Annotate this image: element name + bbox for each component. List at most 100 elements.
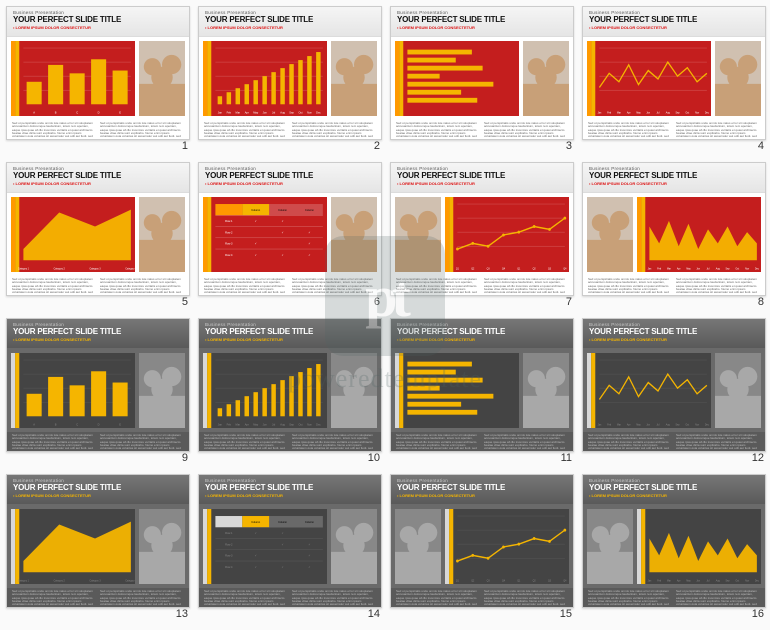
- slide-footer: Sed ut perspiciatis unde omnis iste natu…: [391, 432, 573, 451]
- svg-text:Sep: Sep: [726, 267, 731, 270]
- svg-text:Sep: Sep: [676, 423, 681, 426]
- svg-text:Feb: Feb: [657, 579, 662, 582]
- slide-thumbnail[interactable]: Business Presentation YOUR PERFECT SLIDE…: [198, 318, 382, 452]
- slide-header: Business Presentation YOUR PERFECT SLIDE…: [583, 475, 765, 505]
- slide-thumbnail[interactable]: Business Presentation YOUR PERFECT SLIDE…: [6, 318, 190, 452]
- slide-header: Business Presentation YOUR PERFECT SLIDE…: [7, 319, 189, 349]
- stock-photo: [523, 353, 569, 428]
- svg-text:Oct: Oct: [736, 267, 740, 270]
- slide-cell[interactable]: Business Presentation YOUR PERFECT SLIDE…: [198, 474, 382, 622]
- footer-col-1: Sed ut perspiciatis unde omnis iste natu…: [588, 434, 672, 449]
- slide-body: JanFebMarAprMayJunJulAugSepOctNovDec: [199, 37, 381, 120]
- svg-text:Apr: Apr: [245, 110, 249, 114]
- footer-col-1: Sed ut perspiciatis unde omnis iste natu…: [12, 278, 96, 293]
- slide-cell[interactable]: Business Presentation YOUR PERFECT SLIDE…: [390, 162, 574, 310]
- slide-body: Category 1Category 2Category 3Category 4: [7, 193, 189, 276]
- slide-cell[interactable]: Business Presentation YOUR PERFECT SLIDE…: [198, 162, 382, 310]
- slide-thumbnail[interactable]: Business Presentation YOUR PERFECT SLIDE…: [198, 6, 382, 140]
- stock-photo: [331, 353, 377, 428]
- slide-thumbnail[interactable]: Business Presentation YOUR PERFECT SLIDE…: [582, 318, 766, 452]
- slide-cell[interactable]: Business Presentation YOUR PERFECT SLIDE…: [390, 318, 574, 466]
- svg-text:Row 2: Row 2: [225, 542, 233, 546]
- slide-title: YOUR PERFECT SLIDE TITLE: [589, 328, 759, 336]
- slide-thumbnail[interactable]: Business Presentation YOUR PERFECT SLIDE…: [6, 162, 190, 296]
- slide-cell[interactable]: Business Presentation YOUR PERFECT SLIDE…: [582, 6, 766, 154]
- svg-text:Row 2: Row 2: [225, 230, 233, 234]
- svg-text:✓: ✓: [308, 554, 310, 557]
- slide-number: 6: [198, 296, 382, 310]
- slide-body: JanFebMarAprMayJunJulAugSepOctNovDec: [199, 349, 381, 432]
- slide-subtitle: • LOREM IPSUM DOLOR CONSECTETUR: [205, 493, 375, 498]
- slide-number: 16: [582, 608, 766, 622]
- svg-text:Feb: Feb: [607, 111, 612, 114]
- slide-footer: Sed ut perspiciatis unde omnis iste natu…: [583, 588, 765, 607]
- slide-subtitle: • LOREM IPSUM DOLOR CONSECTETUR: [589, 493, 759, 498]
- slide-footer: Sed ut perspiciatis unde omnis iste natu…: [583, 120, 765, 139]
- slide-cell[interactable]: Business Presentation YOUR PERFECT SLIDE…: [6, 162, 190, 310]
- slide-thumbnail[interactable]: Business Presentation YOUR PERFECT SLIDE…: [6, 474, 190, 608]
- slide-thumbnail[interactable]: Business Presentation YOUR PERFECT SLIDE…: [390, 318, 574, 452]
- slide-cell[interactable]: Business Presentation YOUR PERFECT SLIDE…: [6, 474, 190, 622]
- slide-body: ABCDE: [7, 349, 189, 432]
- slide-thumbnail[interactable]: Business Presentation YOUR PERFECT SLIDE…: [198, 474, 382, 608]
- slide-thumbnail[interactable]: Business Presentation YOUR PERFECT SLIDE…: [582, 474, 766, 608]
- slide-thumbnail[interactable]: Business Presentation YOUR PERFECT SLIDE…: [198, 162, 382, 296]
- chart-table: ColumnColumnColumnRow 1✓✓Row 2✓✓Row 3✓✓R…: [203, 197, 327, 272]
- footer-col-1: Sed ut perspiciatis unde omnis iste natu…: [396, 590, 480, 605]
- slide-header: Business Presentation YOUR PERFECT SLIDE…: [583, 163, 765, 193]
- stock-photo: [139, 197, 185, 272]
- svg-text:Jun: Jun: [263, 110, 268, 114]
- svg-text:Category 3: Category 3: [89, 579, 101, 582]
- footer-col-1: Sed ut perspiciatis unde omnis iste natu…: [396, 434, 480, 449]
- slide-header: Business Presentation YOUR PERFECT SLIDE…: [199, 475, 381, 505]
- slide-cell[interactable]: Business Presentation YOUR PERFECT SLIDE…: [582, 474, 766, 622]
- slide-cell[interactable]: Business Presentation YOUR PERFECT SLIDE…: [6, 318, 190, 466]
- slide-cell[interactable]: Business Presentation YOUR PERFECT SLIDE…: [390, 6, 574, 154]
- slide-body: Q1Q2Q3Q4Q1Q2Q3Q4: [391, 193, 573, 276]
- slide-cell[interactable]: Business Presentation YOUR PERFECT SLIDE…: [6, 6, 190, 154]
- svg-text:✓: ✓: [255, 554, 257, 557]
- svg-text:✓: ✓: [308, 242, 310, 245]
- slide-cell[interactable]: Business Presentation YOUR PERFECT SLIDE…: [198, 318, 382, 466]
- slide-subtitle: • LOREM IPSUM DOLOR CONSECTETUR: [205, 25, 375, 30]
- svg-text:C: C: [76, 422, 78, 426]
- slide-body: ColumnColumnColumnRow 1✓✓Row 2✓✓Row 3✓✓R…: [199, 505, 381, 588]
- footer-col-2: Sed ut perspiciatis unde omnis iste natu…: [484, 434, 568, 449]
- slide-thumbnail[interactable]: Business Presentation YOUR PERFECT SLIDE…: [390, 6, 574, 140]
- svg-text:Aug: Aug: [716, 579, 721, 582]
- svg-text:B: B: [55, 110, 57, 114]
- slide-thumbnail[interactable]: Business Presentation YOUR PERFECT SLIDE…: [390, 162, 574, 296]
- svg-text:Category 2: Category 2: [54, 267, 66, 270]
- svg-text:✓: ✓: [281, 543, 283, 546]
- svg-text:Jul: Jul: [657, 423, 660, 426]
- slide-cell[interactable]: Business Presentation YOUR PERFECT SLIDE…: [198, 6, 382, 154]
- svg-text:Jan: Jan: [648, 267, 652, 270]
- slide-thumbnail[interactable]: Business Presentation YOUR PERFECT SLIDE…: [582, 162, 766, 296]
- svg-text:Oct: Oct: [686, 111, 690, 114]
- slide-thumbnail[interactable]: Business Presentation YOUR PERFECT SLIDE…: [390, 474, 574, 608]
- slide-footer: Sed ut perspiciatis unde omnis iste natu…: [391, 276, 573, 295]
- slide-thumbnail[interactable]: Business Presentation YOUR PERFECT SLIDE…: [582, 6, 766, 140]
- footer-col-2: Sed ut perspiciatis unde omnis iste natu…: [100, 590, 184, 605]
- slide-thumbnail[interactable]: Business Presentation YOUR PERFECT SLIDE…: [6, 6, 190, 140]
- svg-text:Jul: Jul: [707, 267, 710, 270]
- svg-text:Column: Column: [305, 519, 314, 523]
- slide-number: 10: [198, 452, 382, 466]
- chart-bar: JanFebMarAprMayJunJulAugSepOctNovDec: [203, 41, 327, 116]
- slide-cell[interactable]: Business Presentation YOUR PERFECT SLIDE…: [582, 162, 766, 310]
- chart-line: Q1Q2Q3Q4Q1Q2Q3Q4: [445, 197, 569, 272]
- slide-cell[interactable]: Business Presentation YOUR PERFECT SLIDE…: [390, 474, 574, 622]
- svg-text:Dec: Dec: [316, 110, 321, 114]
- svg-text:Jan: Jan: [218, 110, 223, 114]
- slide-footer: Sed ut perspiciatis unde omnis iste natu…: [391, 588, 573, 607]
- svg-text:✓: ✓: [255, 565, 257, 568]
- chart-bar: ABCDE: [11, 353, 135, 428]
- footer-col-2: Sed ut perspiciatis unde omnis iste natu…: [292, 122, 376, 137]
- svg-text:Mar: Mar: [236, 110, 241, 114]
- slide-number: 14: [198, 608, 382, 622]
- slide-body: Q1Q2Q3Q4Q1Q2Q3Q4: [391, 505, 573, 588]
- slide-body: [391, 37, 573, 120]
- slide-cell[interactable]: Business Presentation YOUR PERFECT SLIDE…: [582, 318, 766, 466]
- svg-text:A: A: [33, 110, 35, 114]
- svg-text:Column: Column: [251, 519, 260, 523]
